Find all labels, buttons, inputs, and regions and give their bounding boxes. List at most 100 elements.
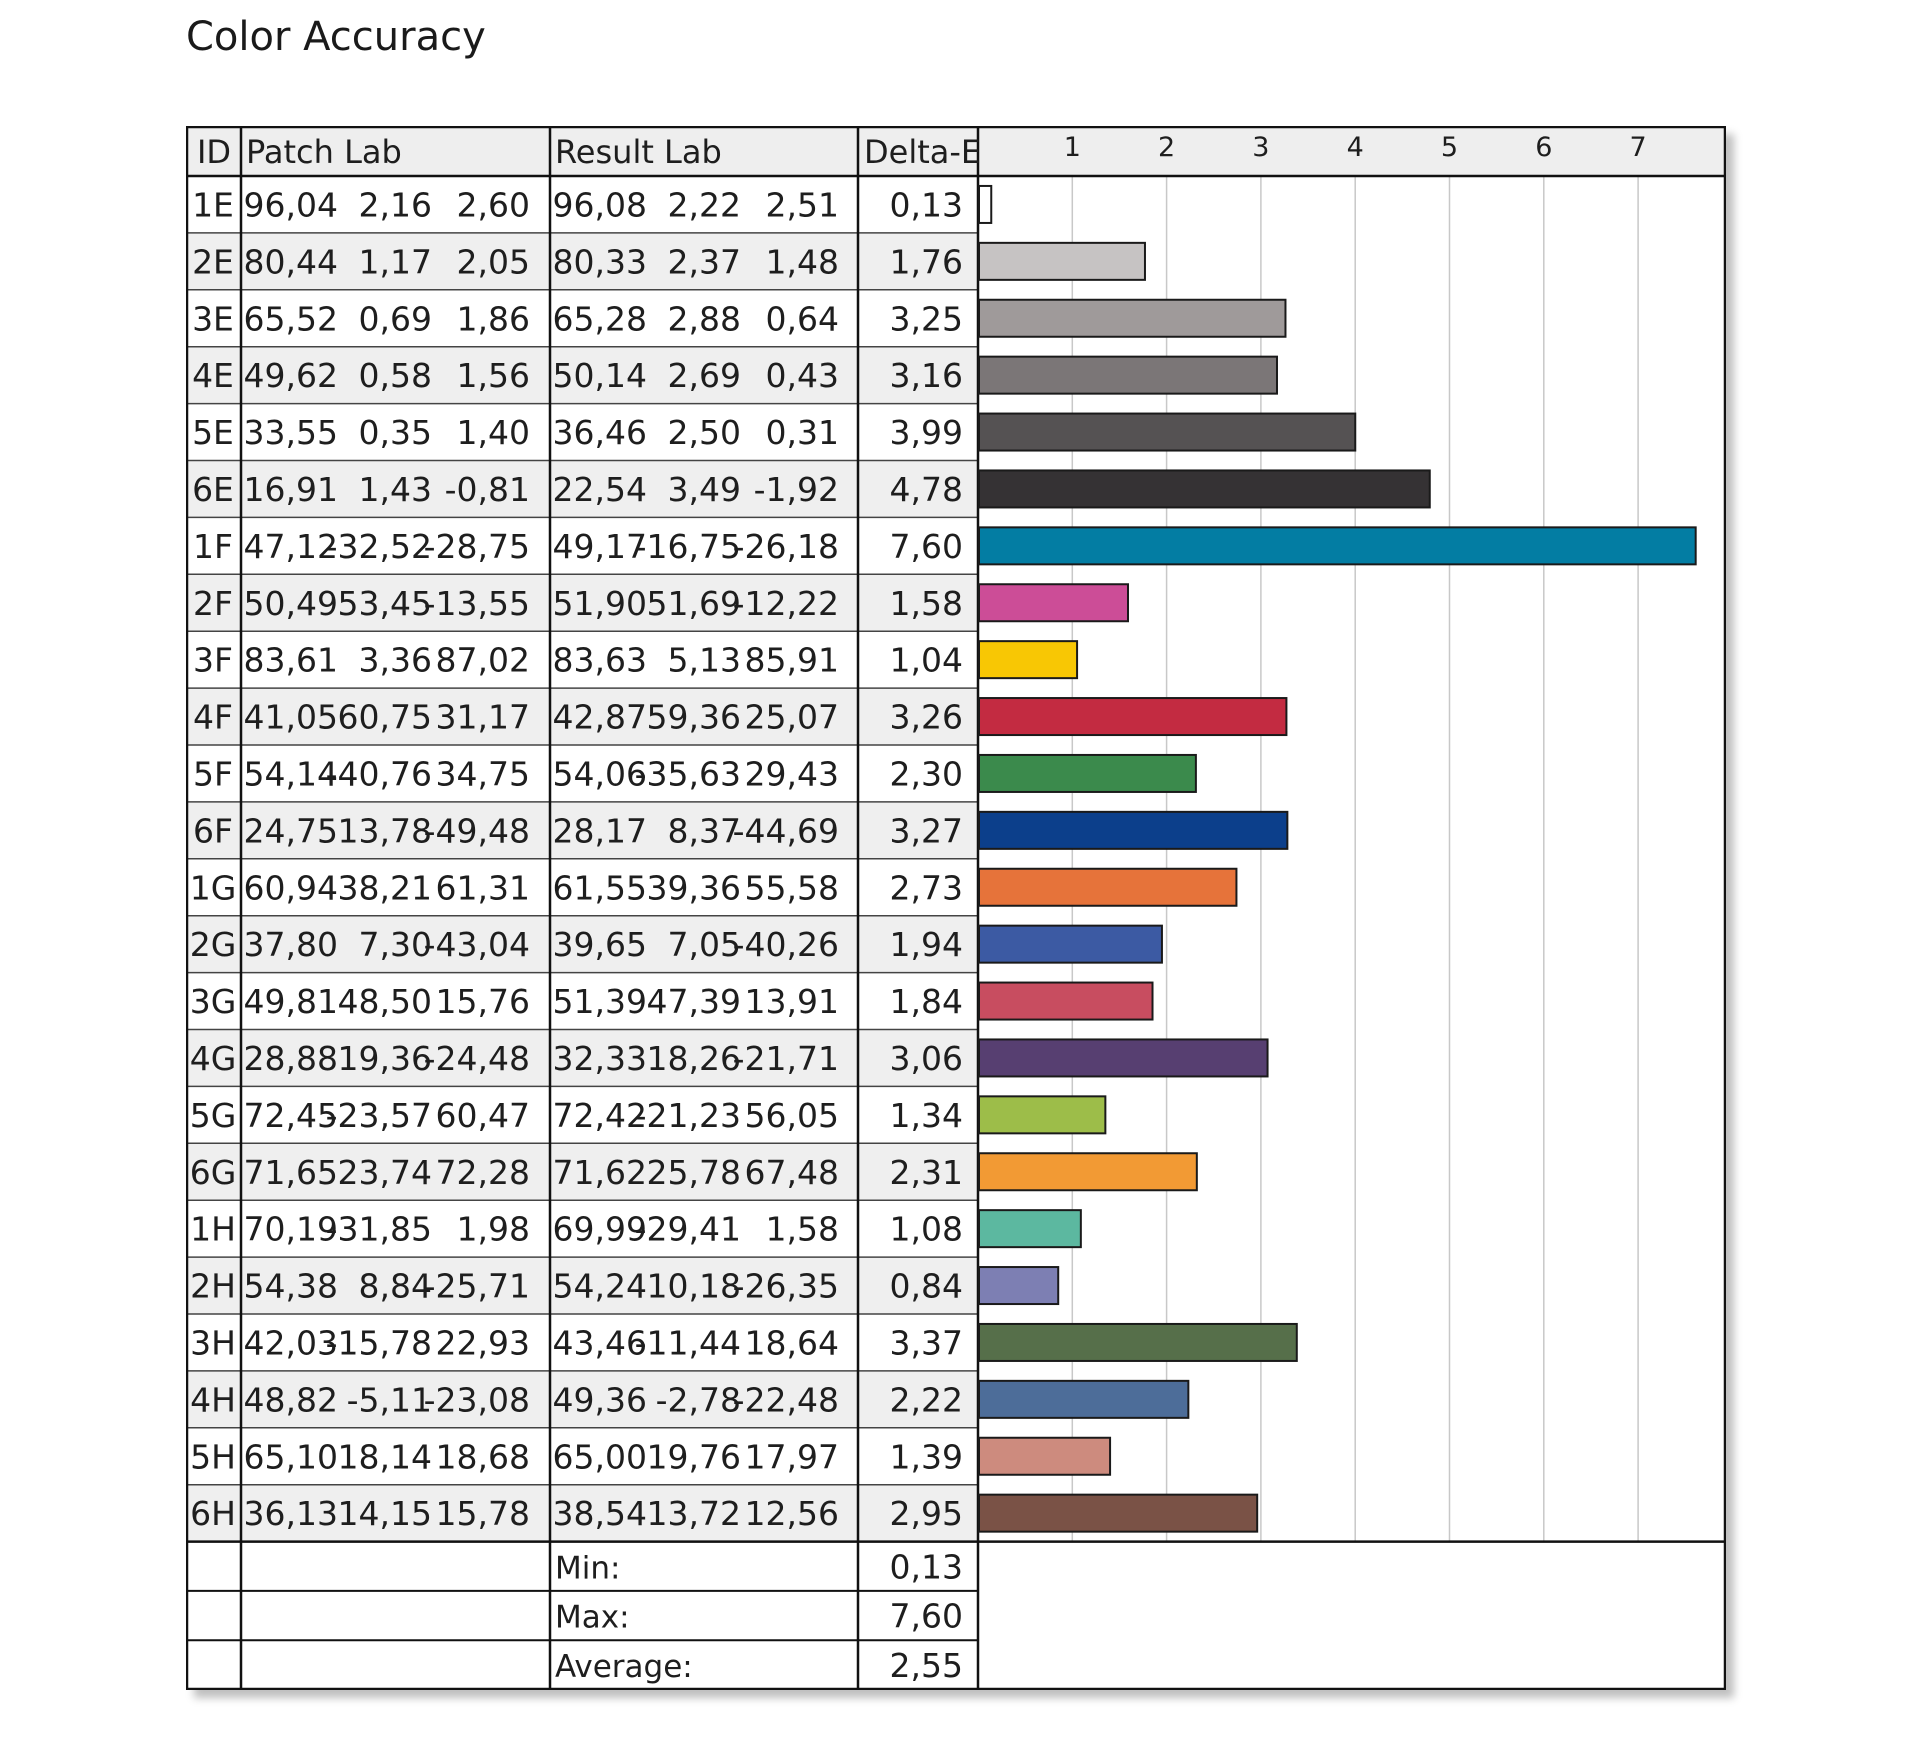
patch-lab-value: 18,14	[338, 1437, 432, 1476]
result-lab-value: 72,42	[553, 1096, 647, 1135]
result-lab-value: -26,18	[733, 527, 839, 566]
patch-lab-value: 3,36	[359, 641, 432, 680]
delta-e-bar	[978, 1436, 1112, 1476]
result-lab-value: -44,69	[733, 811, 839, 850]
patch-lab-value: -28,75	[424, 527, 530, 566]
delta-e-bar	[978, 1038, 1269, 1078]
patch-lab-value: 42,03	[244, 1323, 338, 1362]
color-accuracy-table: ID Patch Lab Result Lab Delta-E 1 2 3 4 5 6 7 1E 96,…	[185, 125, 1727, 1691]
delta-e-value: 3,27	[890, 811, 963, 850]
delta-e-value: 1,94	[890, 925, 963, 964]
patch-lab-value: 28,88	[244, 1039, 338, 1078]
result-lab-value: 7,05	[668, 925, 741, 964]
delta-e-value: 3,37	[890, 1323, 963, 1362]
patch-lab-value: -5,11	[347, 1380, 432, 1419]
patch-lab-value: 1,40	[457, 413, 530, 452]
patch-lab-value: 83,61	[244, 641, 338, 680]
patch-lab-value: 37,80	[244, 925, 338, 964]
patch-lab-value: 14,15	[338, 1494, 432, 1533]
result-lab-value: 67,48	[745, 1153, 839, 1192]
delta-e-value: 1,04	[890, 641, 963, 680]
result-lab-value: -2,78	[656, 1380, 741, 1419]
row-id: 4G	[190, 1039, 237, 1078]
delta-e-bar	[978, 1493, 1259, 1533]
row-background	[186, 232, 978, 290]
row-id: 6F	[193, 811, 233, 850]
result-lab-value: 1,58	[766, 1210, 839, 1249]
result-lab-value: -35,63	[635, 754, 741, 793]
result-lab-value: 47,39	[647, 982, 741, 1021]
row-id: 6E	[192, 470, 234, 509]
result-lab-value: -22,48	[733, 1380, 839, 1419]
delta-e-bar	[978, 981, 1154, 1021]
result-lab-value: 71,62	[553, 1153, 647, 1192]
row-id: 1G	[190, 868, 237, 907]
result-lab-value: 32,33	[553, 1039, 647, 1078]
result-lab-value: 8,37	[668, 811, 741, 850]
result-lab-value: 51,39	[553, 982, 647, 1021]
row-background	[186, 972, 978, 1030]
row-background	[186, 915, 978, 973]
patch-lab-value: 2,05	[457, 242, 530, 281]
patch-lab-value: 61,31	[436, 868, 530, 907]
delta-e-bar	[978, 412, 1357, 452]
patch-lab-value: 72,28	[436, 1153, 530, 1192]
result-lab-value: 61,55	[553, 868, 647, 907]
delta-e-value: 2,31	[890, 1153, 963, 1192]
summary-label: Max:	[555, 1600, 630, 1636]
patch-lab-value: 15,76	[436, 982, 530, 1021]
result-lab-value: 43,46	[553, 1323, 647, 1362]
row-background	[186, 289, 978, 347]
x-tick-label: 1	[1064, 132, 1081, 163]
result-lab-value: 38,54	[553, 1494, 647, 1533]
patch-lab-value: -23,57	[326, 1096, 432, 1135]
patch-lab-value: 34,75	[436, 754, 530, 793]
row-background	[186, 574, 978, 632]
result-lab-value: 69,99	[553, 1210, 647, 1249]
patch-lab-value: 70,19	[244, 1210, 338, 1249]
row-id: 1F	[193, 527, 233, 566]
result-lab-value: -40,26	[733, 925, 839, 964]
patch-lab-value: 1,56	[457, 356, 530, 395]
row-background	[186, 745, 978, 802]
result-lab-value: 49,17	[553, 527, 647, 566]
patch-lab-value: -13,55	[424, 584, 530, 623]
row-id: 2F	[193, 584, 233, 623]
delta-e-value: 3,26	[890, 698, 963, 737]
delta-e-value: 1,39	[890, 1437, 963, 1476]
result-lab-value: 0,64	[766, 299, 839, 338]
delta-e-bar	[978, 298, 1287, 338]
result-lab-value: 85,91	[745, 641, 839, 680]
delta-e-bar	[978, 583, 1129, 623]
patch-lab-value: -40,76	[326, 754, 432, 793]
row-id: 3H	[190, 1323, 236, 1362]
patch-lab-value: 1,43	[359, 470, 432, 509]
result-lab-value: 0,31	[766, 413, 839, 452]
row-background	[186, 1029, 978, 1087]
delta-e-bar	[978, 1095, 1107, 1135]
row-background	[186, 1427, 978, 1485]
result-lab-value: 56,05	[745, 1096, 839, 1135]
x-tick-label: 3	[1252, 132, 1269, 163]
patch-lab-value: 22,93	[436, 1323, 530, 1362]
row-background	[186, 1257, 978, 1314]
delta-e-bar	[978, 355, 1278, 395]
delta-e-value: 2,73	[890, 868, 963, 907]
patch-lab-value: 36,13	[244, 1494, 338, 1533]
patch-lab-value: 87,02	[436, 641, 530, 680]
result-lab-value: 54,24	[553, 1267, 647, 1306]
row-id: 3E	[192, 299, 234, 338]
patch-lab-value: 60,75	[338, 698, 432, 737]
patch-lab-value: 23,74	[338, 1153, 432, 1192]
row-background	[186, 1200, 978, 1258]
patch-lab-value: 60,47	[436, 1096, 530, 1135]
result-lab-value: -11,44	[635, 1323, 741, 1362]
result-lab-value: 18,26	[647, 1039, 741, 1078]
patch-lab-value: 1,98	[457, 1210, 530, 1249]
result-lab-value: -1,92	[754, 470, 839, 509]
delta-e-value: 2,30	[890, 754, 963, 793]
patch-lab-value: 54,38	[244, 1267, 338, 1306]
delta-e-bar	[978, 184, 993, 224]
row-id: 1H	[190, 1210, 236, 1249]
result-lab-value: 22,54	[553, 470, 647, 509]
